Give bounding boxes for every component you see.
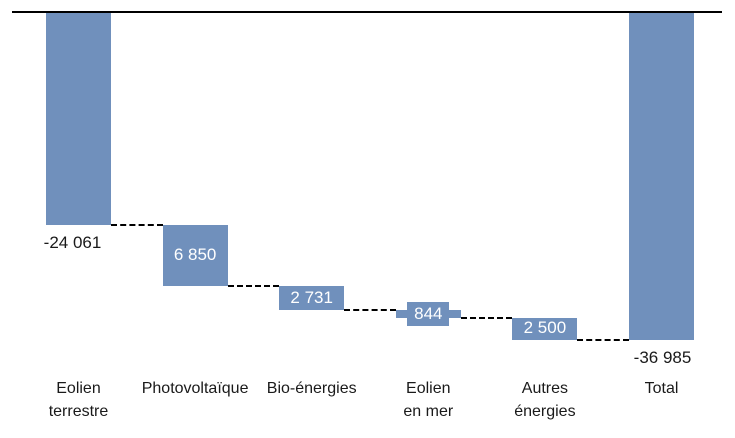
connector-bio-energies [344,309,396,312]
value-label-eolien-terrestre: -24 061 [43,233,102,253]
connector-eolien-terrestre [111,224,163,227]
bar-eolien-terrestre [46,12,111,226]
bar-total [629,12,694,340]
value-label-photovoltaique: 6 850 [173,245,217,265]
category-label-line: Bio-énergies [266,380,357,397]
value-label-eolien-en-mer: 844 [407,302,450,327]
category-label-line: Eolien [406,380,451,397]
category-label-bio-energies: Bio-énergies [237,377,387,400]
category-label-eolien-terrestre: Eolien terrestre [4,377,154,423]
category-label-line: terrestre [48,403,109,420]
category-label-line: énergies [514,403,576,420]
bar-bio-energies [279,286,345,311]
bar-photovoltaique [162,225,228,287]
category-label-total: Total [587,377,735,400]
zero-baseline [12,11,722,13]
bar-autres-energies [512,317,578,340]
category-label-line: Autres [521,380,569,397]
connector-eolien-en-mer [460,316,513,319]
category-label-photovoltaique: Photovoltaïque [120,377,270,400]
category-label-line: Total [644,380,679,397]
category-label-line: en mer [403,403,454,420]
category-label-line: Photovoltaïque [141,380,249,397]
connector-autres-energies [577,339,629,341]
category-label-eolien-en-mer: Eolien en mer [353,377,503,423]
category-label-autres-energies: Autres énergies [470,377,620,423]
connector-photovoltaique [227,285,280,288]
value-label-bio-energies: 2 731 [290,287,333,307]
value-label-total: -36 985 [633,348,692,367]
category-label-line: Eolien [56,380,101,397]
value-label-autres-energies: 2 500 [523,318,567,338]
